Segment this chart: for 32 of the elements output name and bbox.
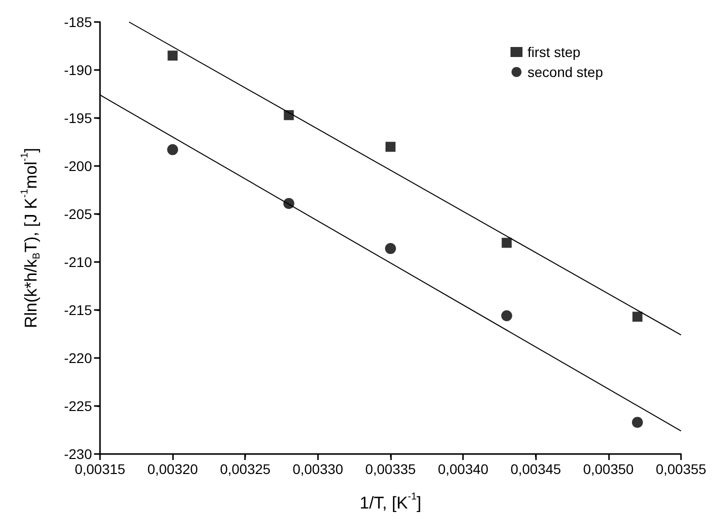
point	[167, 144, 178, 156]
point	[283, 198, 294, 209]
x-tick-label: 0,00355	[656, 461, 707, 477]
x-tick-label: 0,00325	[220, 461, 271, 477]
x-tick-label: 0,00320	[147, 461, 198, 477]
y-tick-label: -185	[64, 14, 92, 30]
point	[632, 416, 643, 428]
y-tick-label: -200	[64, 158, 92, 174]
point	[385, 243, 396, 254]
x-tick-label: 0,00315	[74, 461, 126, 477]
y-tick-label: -195	[64, 110, 92, 126]
legend-label: second step	[528, 64, 604, 80]
point	[502, 238, 512, 248]
legend-label: first step	[528, 44, 581, 60]
y-tick-label: -190	[64, 62, 92, 78]
x-tick-label: 0,00330	[292, 461, 344, 477]
point	[386, 142, 396, 152]
x-tick-label: 0,00340	[438, 461, 489, 477]
y-tick-label: -230	[64, 446, 92, 462]
y-tick-label: -220	[64, 350, 92, 366]
point	[284, 110, 294, 120]
y-tick-label: -205	[64, 206, 92, 222]
y-tick-label: -215	[64, 302, 92, 318]
x-tick-label: 0,00335	[365, 461, 416, 477]
point	[501, 310, 512, 322]
x-tick-label: 0,00345	[510, 461, 562, 477]
x-tick-label: 0,00350	[583, 461, 634, 477]
point	[632, 312, 642, 322]
y-axis-title: Rln(k*h/kBT), [J K-1mol-1]	[20, 148, 42, 328]
y-tick-label: -225	[64, 398, 92, 414]
point	[168, 50, 178, 61]
y-tick-label: -210	[64, 254, 92, 270]
